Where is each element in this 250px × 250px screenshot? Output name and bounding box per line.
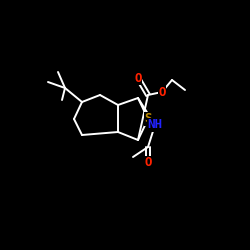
Text: O: O: [158, 86, 166, 98]
Text: S: S: [144, 112, 152, 126]
Text: O: O: [134, 72, 142, 85]
Text: NH: NH: [148, 118, 162, 132]
Text: O: O: [144, 156, 152, 170]
